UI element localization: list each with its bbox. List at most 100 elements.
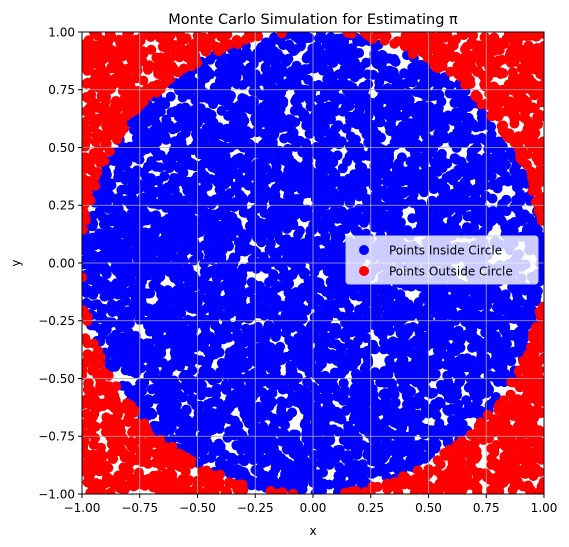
point-inside (393, 342, 404, 353)
point-inside (264, 375, 275, 386)
point-inside (438, 192, 449, 203)
point-inside (358, 150, 369, 161)
point-inside (362, 345, 373, 356)
point-inside (154, 394, 165, 404)
point-inside (196, 168, 207, 179)
point-inside (350, 173, 361, 184)
point-inside (393, 208, 404, 219)
point-inside (393, 323, 404, 333)
point-inside (491, 302, 502, 313)
point-inside (127, 178, 138, 188)
point-inside (276, 406, 287, 417)
point-inside (455, 342, 466, 353)
point-inside (389, 417, 399, 428)
point-inside (299, 269, 309, 280)
point-inside (452, 135, 463, 146)
point-inside (204, 208, 215, 219)
point-inside (185, 303, 196, 313)
point-inside (116, 184, 127, 195)
point-inside (249, 192, 260, 203)
point-inside (394, 96, 404, 107)
point-inside (318, 467, 328, 478)
point-inside (180, 326, 191, 337)
point-inside (178, 176, 189, 187)
point-inside (293, 229, 304, 240)
point-inside (156, 254, 167, 265)
point-inside (446, 403, 457, 414)
point-inside (277, 236, 288, 247)
point-inside (466, 152, 477, 163)
point-inside (398, 111, 409, 122)
point-inside (176, 308, 187, 318)
point-inside (417, 179, 428, 189)
point-inside (99, 285, 110, 296)
point-inside (340, 385, 351, 396)
point-inside (277, 271, 288, 282)
point-inside (283, 171, 294, 182)
point-inside (299, 109, 310, 120)
point-inside (476, 311, 487, 322)
point-inside (233, 330, 243, 341)
point-inside (314, 305, 325, 316)
point-inside (132, 165, 143, 176)
point-inside (153, 175, 164, 186)
point-inside (271, 64, 282, 75)
point-inside (324, 479, 335, 490)
point-inside (228, 374, 239, 385)
point-inside (431, 410, 442, 421)
point-inside (96, 309, 107, 320)
point-inside (372, 59, 383, 70)
point-inside (419, 187, 429, 198)
point-inside (345, 116, 356, 127)
point-inside (170, 203, 181, 214)
point-inside (352, 226, 363, 237)
point-inside (356, 403, 367, 413)
point-inside (288, 380, 299, 391)
point-inside (303, 412, 313, 422)
point-inside (436, 155, 447, 166)
point-inside (389, 389, 400, 400)
point-inside (337, 468, 348, 479)
point-inside (289, 134, 300, 144)
point-inside (173, 389, 184, 400)
point-inside (265, 123, 276, 134)
point-inside (211, 286, 222, 297)
point-inside (414, 455, 425, 466)
point-inside (336, 343, 347, 353)
point-inside (447, 306, 458, 317)
point-inside (251, 355, 262, 366)
point-inside (199, 258, 209, 269)
point-inside (211, 295, 222, 306)
point-inside (206, 266, 216, 277)
point-inside (182, 415, 193, 426)
point-inside (138, 117, 148, 128)
point-inside (346, 433, 356, 444)
point-inside (203, 355, 214, 366)
point-inside (199, 454, 210, 464)
point-inside (476, 347, 487, 358)
point-inside (299, 212, 310, 223)
point-inside (272, 169, 283, 180)
point-inside (508, 346, 519, 357)
point-inside (363, 79, 374, 90)
point-inside (231, 296, 241, 307)
point-inside (275, 122, 286, 133)
point-inside (239, 94, 250, 105)
point-inside (185, 357, 196, 368)
point-inside (202, 401, 213, 412)
point-inside (384, 462, 395, 473)
point-inside (381, 393, 391, 404)
point-inside (316, 358, 327, 369)
point-inside (287, 391, 298, 402)
point-inside (165, 263, 176, 274)
point-inside (213, 172, 224, 183)
point-inside (324, 242, 335, 253)
point-inside (434, 418, 445, 429)
point-inside (197, 279, 208, 290)
point-inside (309, 474, 320, 485)
point-inside (381, 289, 392, 300)
point-inside (220, 333, 230, 344)
scatter-points (82, 32, 544, 494)
point-inside (300, 392, 310, 403)
point-inside (283, 53, 294, 64)
